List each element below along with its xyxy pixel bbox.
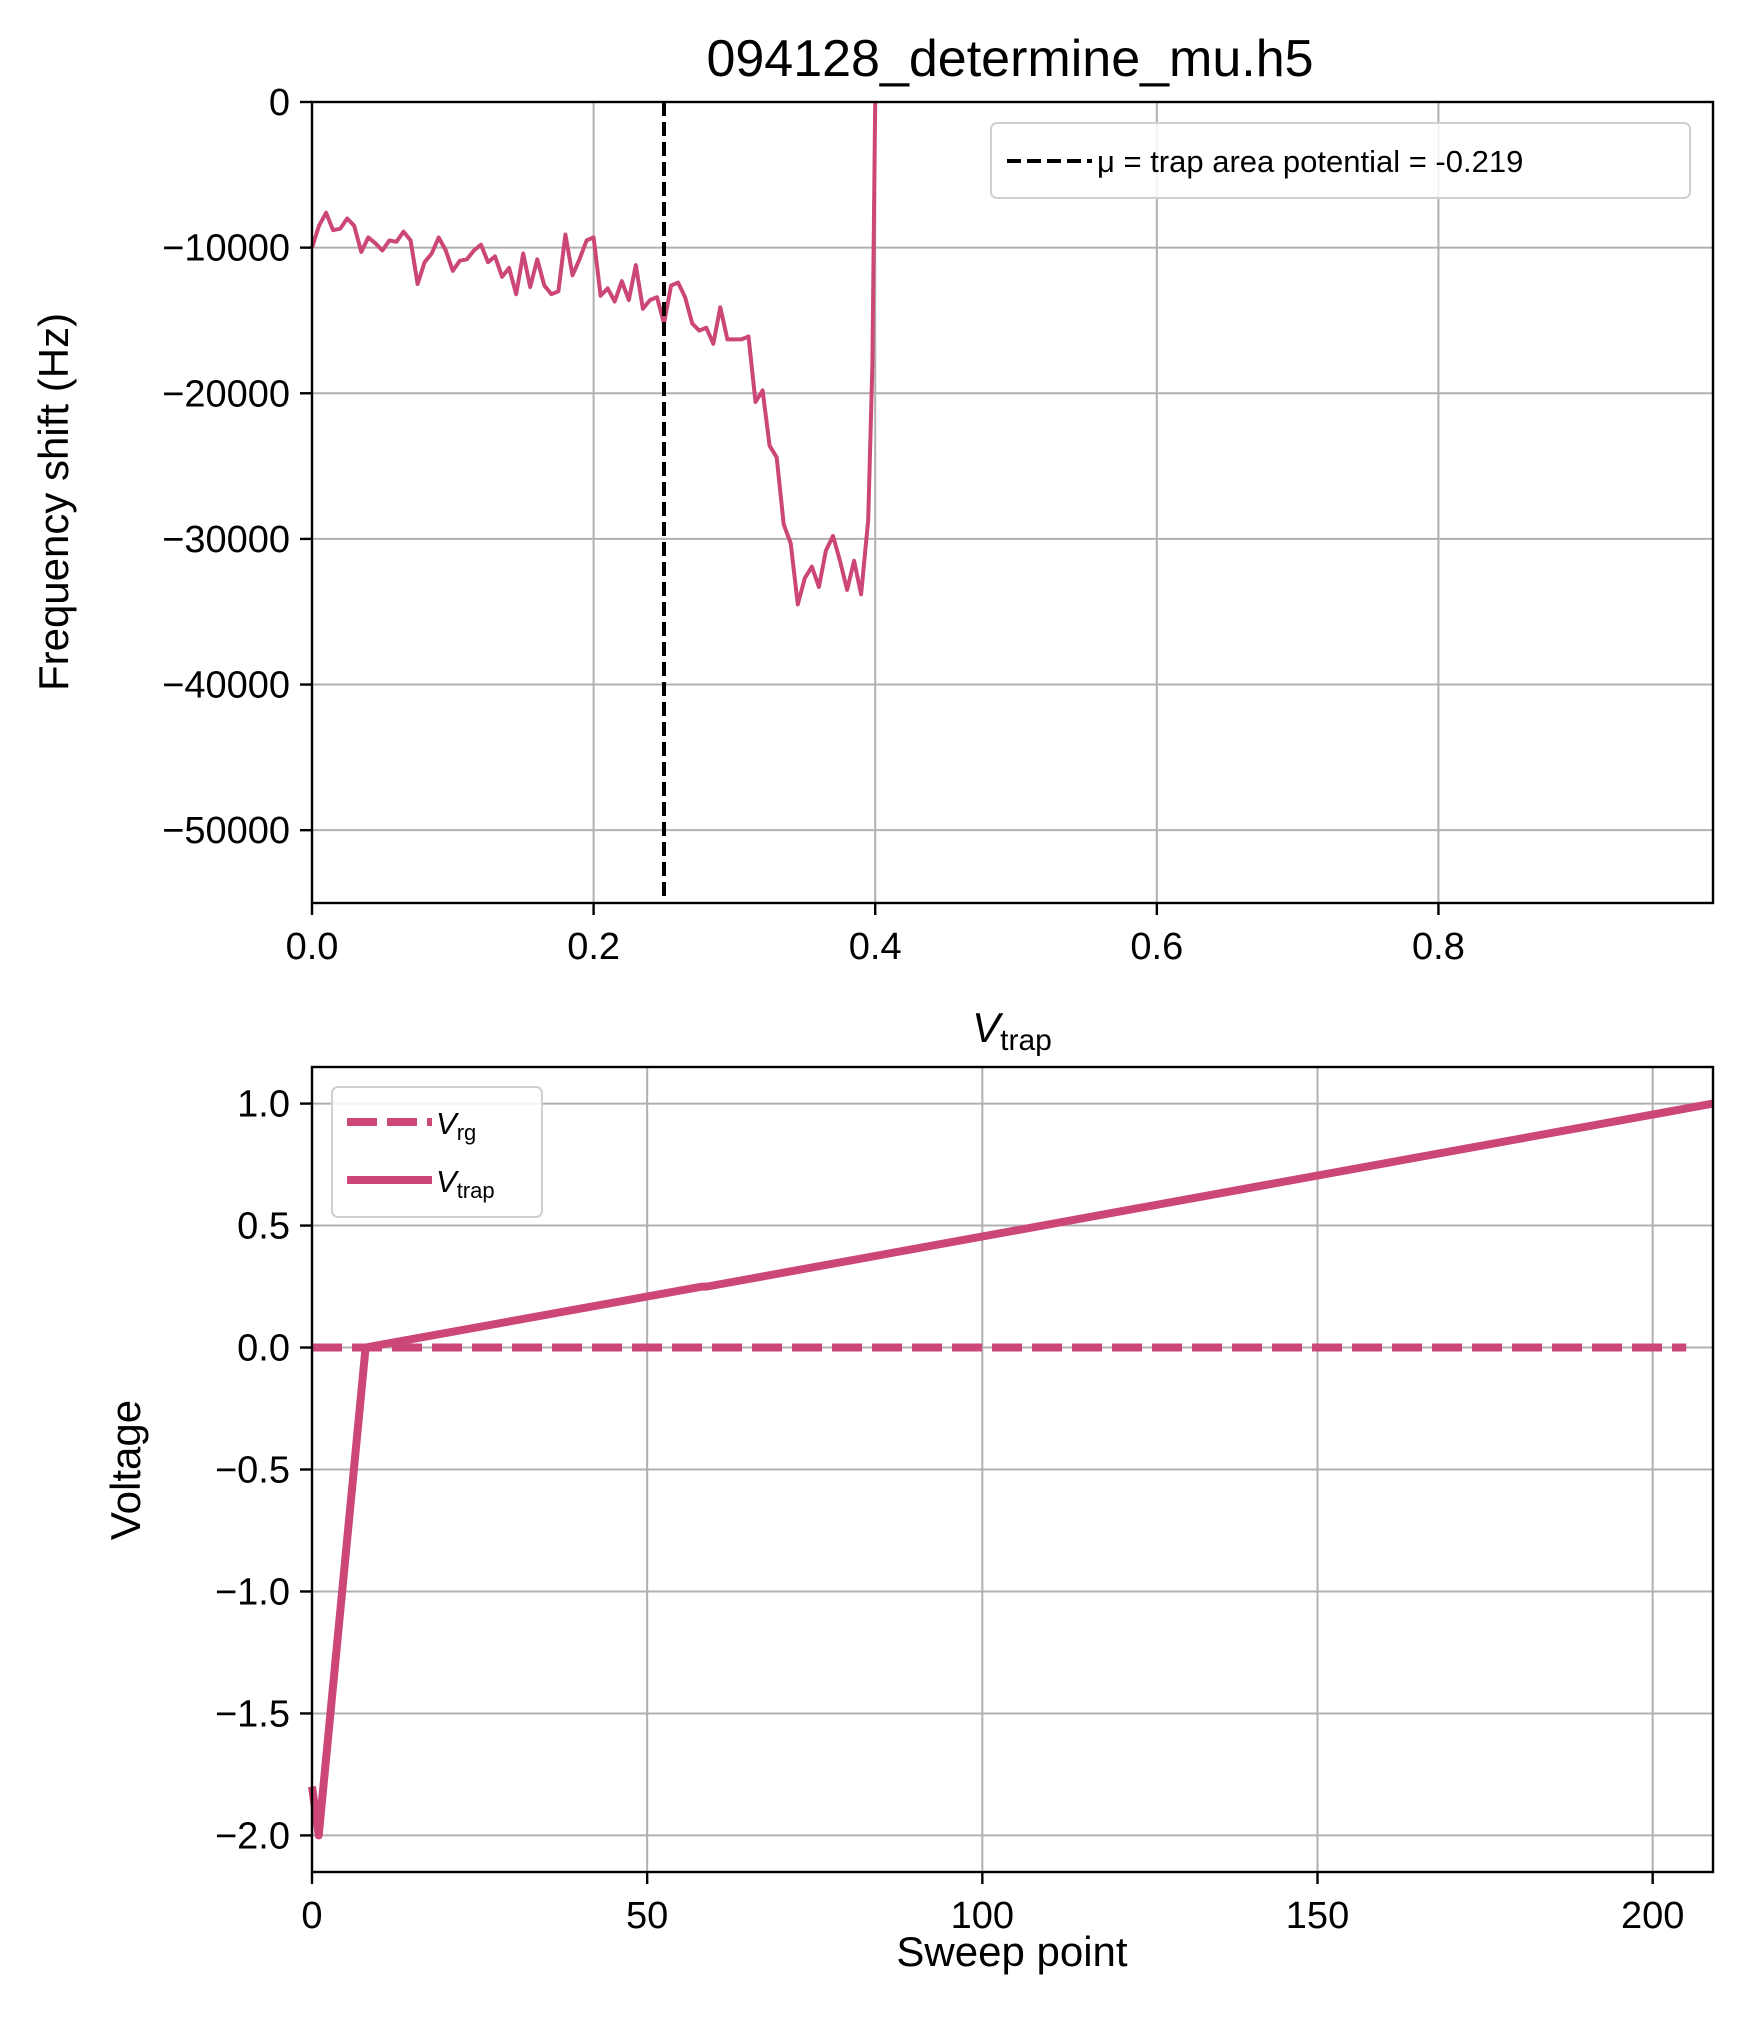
x-tick-label: 0.2 <box>567 926 620 968</box>
legend-label-mu: μ = trap area potential = -0.219 <box>1097 144 1523 179</box>
y-axis-label: Frequency shift (Hz) <box>30 313 77 691</box>
y-tick-label: −50000 <box>162 810 290 852</box>
y-axis-label: Voltage <box>102 1400 149 1540</box>
x-tick-label: 0.8 <box>1412 926 1465 968</box>
x-tick-label: 0.6 <box>1130 926 1183 968</box>
legend: μ = trap area potential = -0.219 <box>990 122 1691 199</box>
legend-label-vrg: Vrg <box>436 1106 476 1145</box>
x-ticks: 0.0 0.2 0.4 0.6 0.8 <box>286 903 1465 968</box>
legend-box <box>331 1086 543 1218</box>
x-tick-label: 100 <box>951 1895 1014 1937</box>
grid <box>311 101 1713 903</box>
x-ticks: 0 50 100 150 200 <box>301 1872 1684 1937</box>
grid <box>311 1067 1713 1872</box>
x-tick-label: 0.4 <box>849 926 902 968</box>
y-tick-label: −30000 <box>162 519 290 561</box>
y-tick-label: −0.5 <box>215 1450 290 1492</box>
x-axis-label: Sweep point <box>896 1928 1127 1975</box>
x-tick-label: 50 <box>626 1895 668 1937</box>
frequency-shift-chart: 094128_determine_mu.h5 0.0 0.2 0.4 0.6 0.8 0… <box>30 30 1715 1057</box>
y-tick-label: −1.5 <box>215 1693 290 1735</box>
y-tick-label: 0.5 <box>237 1206 290 1248</box>
legend-box <box>990 122 1691 199</box>
y-tick-label: 0 <box>269 82 290 124</box>
legend: Vrg Vtrap <box>331 1086 543 1218</box>
x-tick-label: 150 <box>1286 1895 1349 1937</box>
y-tick-label: 0.0 <box>237 1328 290 1370</box>
chart-title: 094128_determine_mu.h5 <box>706 30 1313 88</box>
y-tick-label: 1.0 <box>237 1084 290 1126</box>
series-layer <box>310 101 878 903</box>
x-tick-label: 0 <box>301 1895 322 1937</box>
y-tick-label: −10000 <box>162 228 290 270</box>
frequency-shift-line <box>310 101 878 607</box>
y-ticks: 0 −10000 −20000 −30000 −40000 −50000 <box>162 82 312 852</box>
x-tick-label: 200 <box>1621 1895 1684 1937</box>
y-ticks: 1.0 0.5 0.0 −0.5 −1.0 −1.5 −2.0 <box>215 1084 312 1857</box>
y-tick-label: −2.0 <box>215 1815 290 1857</box>
plot-frame <box>310 100 1715 905</box>
x-axis-label: Vtrap <box>972 1004 1052 1057</box>
vtrap-line <box>308 1099 1714 1840</box>
legend-label-vtrap: Vtrap <box>436 1164 495 1203</box>
series-layer <box>308 1099 1714 1840</box>
voltage-chart: 0 50 100 150 200 1.0 0.5 0.0 −0.5 −1.0 −1.5 −2.0 S… <box>102 1065 1715 1975</box>
y-tick-label: −40000 <box>162 665 290 707</box>
y-tick-label: −20000 <box>162 373 290 415</box>
y-tick-label: −1.0 <box>215 1571 290 1613</box>
x-tick-label: 0.0 <box>286 926 339 968</box>
